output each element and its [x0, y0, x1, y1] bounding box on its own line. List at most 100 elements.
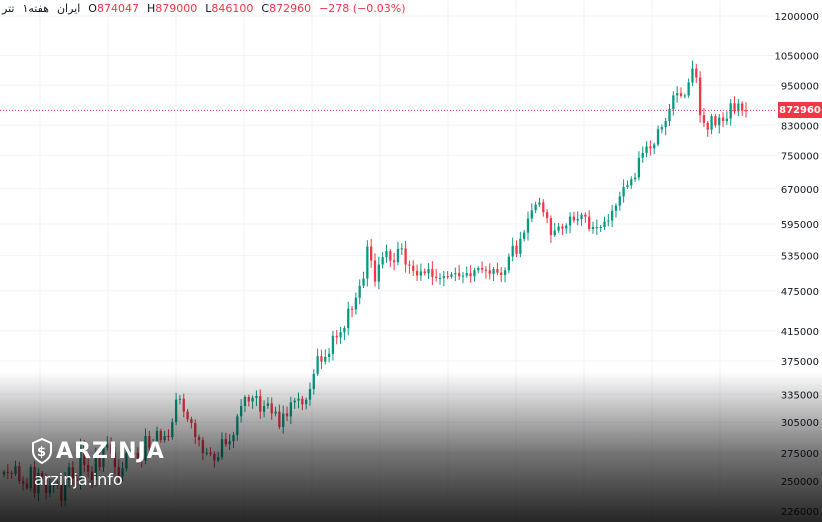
candle [553, 222, 556, 238]
candle [721, 112, 725, 127]
candle [404, 240, 407, 273]
candle-body [324, 356, 327, 362]
candle-body [630, 179, 633, 186]
candle-body [224, 439, 227, 445]
candle-body [687, 82, 690, 96]
close-label: C [261, 1, 270, 15]
candle [610, 204, 614, 228]
candle-body [259, 396, 262, 412]
candle-body [331, 335, 335, 354]
candle [197, 434, 201, 447]
candle [381, 252, 384, 269]
candle-body [679, 93, 683, 97]
candle [228, 434, 231, 451]
candle-body [427, 269, 430, 274]
interval-label[interactable]: ۱هفته [22, 1, 49, 15]
price-axis[interactable]: 1200000 1050000 950000 830000 750000 670000 59… [774, 12, 819, 518]
candle-body [343, 327, 346, 333]
candle-body [408, 264, 411, 266]
candle-body [320, 356, 323, 362]
candle [584, 212, 587, 223]
candle-body [442, 276, 445, 278]
candle [565, 223, 568, 234]
candle [572, 211, 576, 223]
candle-body [174, 399, 178, 423]
candle-body [465, 273, 468, 276]
candle [576, 211, 579, 226]
candle-body [484, 269, 488, 271]
candle-body [404, 248, 407, 265]
candle-body [691, 68, 694, 83]
symbol-label[interactable]: تتر [2, 1, 15, 15]
candle [21, 476, 25, 491]
candle [312, 369, 315, 395]
candle-body [217, 457, 220, 461]
candle-body [446, 276, 449, 278]
candle [320, 349, 323, 369]
candle-body [591, 226, 595, 230]
candle [331, 330, 335, 361]
y-tick-label: 226000 [781, 507, 819, 518]
candle [18, 461, 21, 485]
candle-body [236, 416, 239, 436]
candle-body [354, 297, 358, 310]
candle [347, 301, 350, 336]
candle-body [561, 226, 564, 229]
candle-body [278, 411, 281, 428]
candle [335, 329, 338, 345]
candle [656, 125, 660, 147]
candle-body [209, 452, 212, 454]
candle [201, 437, 205, 461]
candle [25, 477, 29, 491]
candle [236, 414, 239, 441]
candle [710, 113, 713, 135]
candle [741, 101, 744, 116]
candle [343, 325, 346, 341]
candle-body [523, 232, 526, 239]
candle-body [461, 275, 465, 277]
y-tick-label: 305000 [781, 418, 819, 429]
watermark-site: arzinja.info [34, 470, 123, 489]
candle-body [507, 256, 511, 271]
candle-body [664, 121, 667, 128]
candle-body [542, 202, 545, 213]
candle-body [584, 214, 587, 217]
low-label: L [205, 1, 212, 15]
candle [630, 176, 633, 189]
candle [737, 99, 740, 117]
candle-body [194, 423, 197, 438]
y-tick-label: 335000 [781, 390, 819, 401]
candle [519, 231, 522, 258]
candle-body [182, 398, 185, 412]
candle [427, 263, 430, 279]
candle [285, 406, 289, 421]
candle-body [637, 157, 641, 178]
candle [289, 396, 293, 425]
y-tick-label: 670000 [781, 185, 819, 196]
candle [438, 272, 442, 285]
candle [423, 268, 426, 276]
candle [327, 348, 331, 363]
candle [568, 212, 572, 234]
candle [14, 460, 17, 477]
candle-body [255, 396, 258, 398]
candle [542, 199, 545, 217]
candle [526, 211, 530, 241]
candle [350, 306, 354, 318]
candle [676, 86, 679, 103]
y-tick-label: 275000 [781, 449, 819, 460]
candle-body [488, 270, 491, 274]
candle-body [672, 95, 675, 109]
candle-body [714, 116, 717, 126]
candle [668, 103, 671, 126]
candle-body [588, 216, 591, 230]
candle [251, 395, 254, 409]
candle-body [370, 246, 373, 261]
candle-body [362, 278, 365, 286]
y-tick-label: 535000 [781, 252, 819, 263]
candle-body [400, 248, 403, 250]
candle-body [396, 248, 400, 263]
candle-body [2, 471, 6, 475]
change-value: −278 (−0.03%) [319, 1, 406, 15]
y-tick-label: 750000 [781, 151, 819, 162]
